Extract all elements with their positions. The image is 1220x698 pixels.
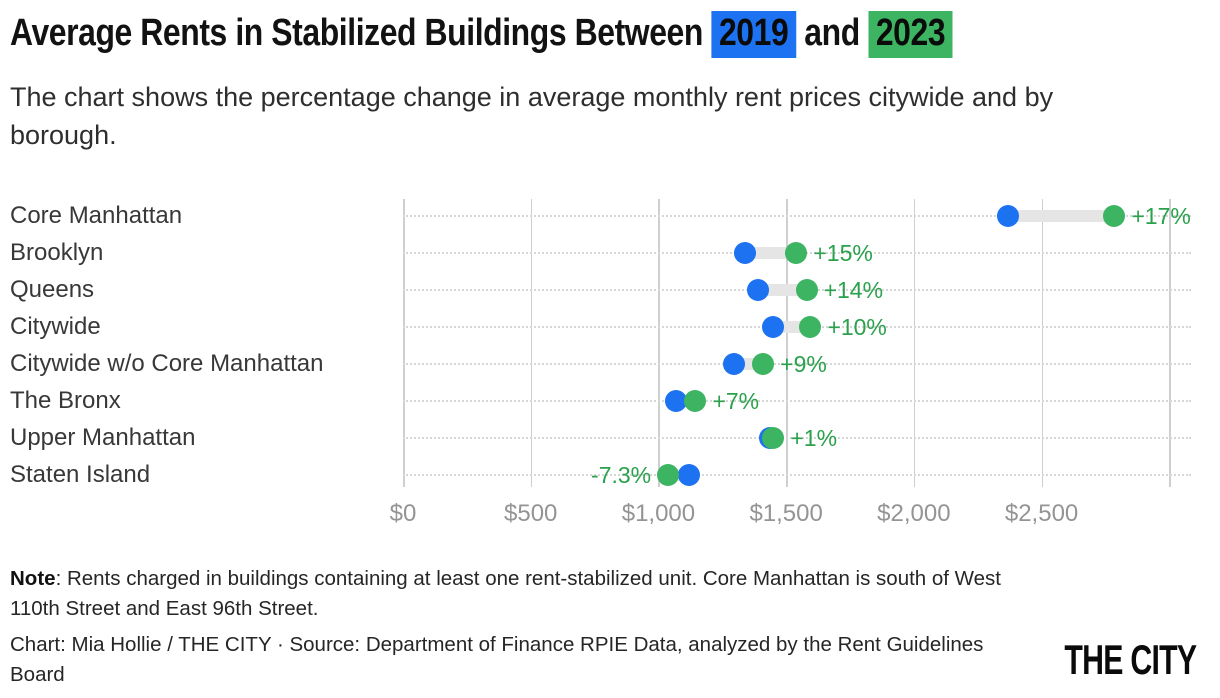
category-label-citywide-w-o-core-manhattan: Citywide w/o Core Manhattan <box>10 350 324 377</box>
category-label-the-bronx: The Bronx <box>10 387 121 414</box>
title-conjunction: and <box>795 12 869 54</box>
dot-2019-citywide-w-o-core-manhattan[interactable] <box>722 352 745 375</box>
dot-2019-brooklyn[interactable] <box>734 241 757 264</box>
gridline-1000 <box>658 199 660 487</box>
gridline-0 <box>403 199 405 487</box>
year-2023-highlight: 2023 <box>868 11 953 58</box>
category-label-brooklyn: Brooklyn <box>10 239 104 266</box>
row-guide-upper-manhattan <box>403 436 1191 439</box>
x-tick-500: $500 <box>504 500 558 527</box>
dot-2023-staten-island[interactable] <box>657 463 680 486</box>
category-label-upper-manhattan: Upper Manhattan <box>10 424 196 451</box>
dot-2019-queens[interactable] <box>747 278 770 301</box>
category-label-staten-island: Staten Island <box>10 461 151 488</box>
title-text: Average Rents in Stabilized Buildings Be… <box>10 12 712 54</box>
note-body: : Rents charged in buildings containing … <box>10 567 1002 621</box>
x-tick-1000: $1,000 <box>621 500 696 527</box>
category-label-core-manhattan: Core Manhattan <box>10 202 183 229</box>
dot-2023-queens[interactable] <box>795 278 818 301</box>
row-guide-core-manhattan <box>403 214 1191 217</box>
change-label-staten-island: -7.3% <box>591 461 652 488</box>
dot-2023-brooklyn[interactable] <box>785 241 808 264</box>
gridline-2500 <box>1041 199 1044 487</box>
row-guide-staten-island <box>403 473 1191 476</box>
change-label-the-bronx: +7% <box>712 387 760 414</box>
credit-text: Chart: Mia Hollie / THE CITY · Source: D… <box>10 633 984 687</box>
x-tick-1500: $1,500 <box>749 500 823 527</box>
chart-title: Average Rents in Stabilized Buildings Be… <box>10 11 953 58</box>
connector-brooklyn <box>745 246 797 259</box>
dot-2023-upper-manhattan[interactable] <box>762 426 785 449</box>
x-tick-2500: $2,500 <box>1004 500 1079 527</box>
note-label: Note <box>10 567 56 590</box>
dot-2023-citywide-w-o-core-manhattan[interactable] <box>752 352 775 375</box>
chart-subtitle: The chart shows the percentage change in… <box>10 82 1054 151</box>
row-guide-citywide-w-o-core-manhattan <box>403 362 1191 365</box>
gridline-3000 <box>1169 199 1171 487</box>
dot-2019-citywide[interactable] <box>762 315 785 338</box>
dot-2019-core-manhattan[interactable] <box>997 204 1020 227</box>
dot-2023-the-bronx[interactable] <box>684 389 707 412</box>
x-tick-0: $0 <box>389 500 417 527</box>
gridline-500 <box>530 199 533 487</box>
category-label-citywide: Citywide <box>10 313 101 340</box>
dot-2023-citywide[interactable] <box>799 315 822 338</box>
gridline-1500 <box>786 199 788 487</box>
plot-area: +17% +15% +14% +10% +9% +7% +1% -7.3% $0 $500 $1,0… <box>390 197 1191 527</box>
dot-2019-staten-island[interactable] <box>678 463 701 486</box>
connector-queens <box>758 283 807 296</box>
change-label-brooklyn: +15% <box>813 239 873 266</box>
change-label-upper-manhattan: +1% <box>790 424 838 451</box>
dot-2023-core-manhattan[interactable] <box>1103 204 1126 227</box>
connector-core-manhattan <box>1008 209 1115 222</box>
change-label-queens: +14% <box>823 276 884 303</box>
dot-2019-the-bronx[interactable] <box>665 389 688 412</box>
change-label-citywide-w-o-core-manhattan: +9% <box>780 350 827 377</box>
change-label-core-manhattan: +17% <box>1131 202 1191 229</box>
the-city-logo: THE CITY <box>1063 636 1197 683</box>
category-labels: Core Manhattan Brooklyn Queens Citywide City… <box>10 197 395 493</box>
category-label-queens: Queens <box>10 276 95 303</box>
year-2019-highlight: 2019 <box>711 11 796 58</box>
gridline-2000 <box>913 199 916 487</box>
row-guide-the-bronx <box>403 399 1191 402</box>
change-label-citywide: +10% <box>827 313 887 340</box>
note-text: Note: Rents charged in buildings contain… <box>10 564 1050 625</box>
x-tick-2000: $2,000 <box>877 500 951 527</box>
